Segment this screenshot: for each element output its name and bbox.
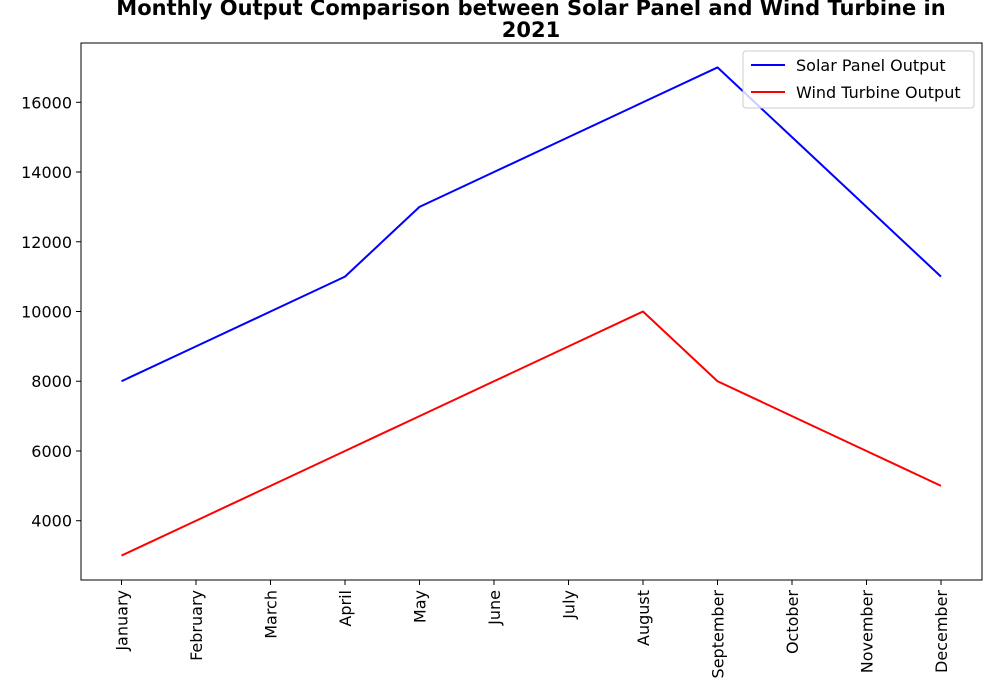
legend-label: Solar Panel Output	[796, 56, 946, 75]
chart-title: Monthly Output Comparison between Solar …	[116, 0, 945, 42]
series-line	[121, 66, 942, 383]
y-tick-label: 8000	[31, 372, 72, 391]
x-tick-label: February	[187, 590, 206, 661]
x-tick-label: January	[113, 590, 132, 652]
legend-label: Wind Turbine Output	[796, 83, 961, 102]
legend-item: Wind Turbine Output	[751, 83, 961, 102]
chart-title-line-1: Monthly Output Comparison between Solar …	[116, 0, 945, 20]
chart-title-line-2: 2021	[502, 18, 560, 42]
legend-item: Solar Panel Output	[751, 56, 946, 75]
y-tick-label: 4000	[31, 512, 72, 531]
x-tick-label: May	[411, 590, 430, 623]
y-axis: 4000 6000 8000 10000 12000 14000 16000	[21, 93, 81, 531]
y-tick-label: 14000	[21, 163, 72, 182]
x-tick-label: September	[709, 590, 728, 679]
y-tick-label: 12000	[21, 233, 72, 252]
plot-area	[80, 42, 983, 581]
series-layer	[121, 66, 942, 557]
series-wind-turbine-output	[121, 310, 942, 557]
x-tick-label: October	[783, 590, 802, 654]
legend: Solar Panel Output Wind Turbine Output	[742, 50, 975, 109]
x-axis: January February March April May June July Augu…	[113, 580, 951, 679]
series-solar-panel-output	[121, 66, 942, 383]
x-tick-label: August	[634, 590, 653, 646]
x-tick-label: April	[336, 590, 355, 627]
legend-box	[742, 50, 975, 109]
y-tick-label: 6000	[31, 442, 72, 461]
x-tick-label: July	[560, 590, 579, 620]
y-tick-label: 10000	[21, 303, 72, 322]
x-tick-label: November	[858, 590, 877, 674]
x-tick-label: March	[262, 590, 281, 639]
x-tick-label: June	[485, 590, 504, 626]
series-line	[121, 310, 942, 557]
y-tick-label: 16000	[21, 93, 72, 112]
x-tick-label: December	[932, 590, 951, 673]
